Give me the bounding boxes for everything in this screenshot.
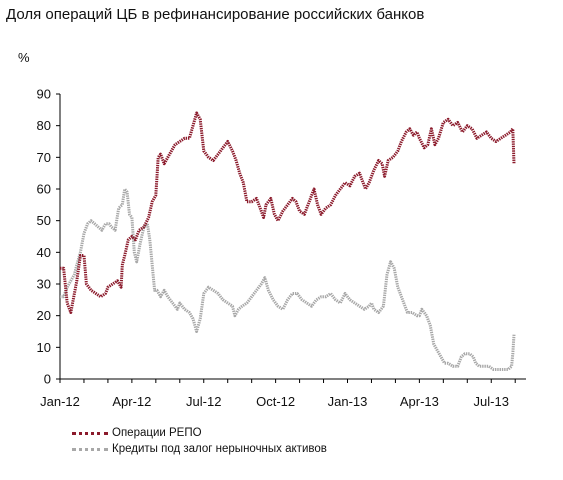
legend-item-repo: Операции РЕПО	[72, 425, 327, 441]
x-tick-label: Jul-13	[474, 394, 509, 409]
series-group	[60, 111, 516, 371]
y-tick-label: 80	[37, 118, 51, 133]
legend-label-repo: Операции РЕПО	[112, 427, 202, 439]
y-tick-label: 70	[37, 150, 51, 165]
y-tick-label: 0	[44, 372, 51, 387]
x-tick-label: Apr-13	[400, 394, 439, 409]
y-tick-label: 90	[37, 87, 51, 102]
tick-labels: 90 80 70 60 50 40 30 20 10 0 Jan-12 Apr-12 Jul-12 Oct…	[37, 87, 509, 410]
x-tick-label: Oct-12	[256, 394, 295, 409]
x-tick-label: Jul-12	[186, 394, 221, 409]
axes	[56, 93, 526, 383]
y-tick-label: 60	[37, 182, 51, 197]
y-axis-unit: %	[18, 50, 30, 65]
chart-title: Доля операций ЦБ в рефинансирование росс…	[6, 6, 425, 23]
y-tick-label: 10	[37, 340, 51, 355]
y-tick-label: 20	[37, 308, 51, 323]
legend: Операции РЕПО Кредиты под залог нерыночн…	[72, 425, 327, 457]
legend-swatch-nonmarket	[72, 447, 108, 451]
legend-swatch-repo	[72, 431, 108, 435]
y-tick-label: 30	[37, 277, 51, 292]
series-line-repo	[60, 111, 516, 314]
x-tick-label: Jan-12	[40, 394, 80, 409]
x-tick-label: Jan-13	[328, 394, 368, 409]
y-tick-label: 40	[37, 245, 51, 260]
series-line-nonmarket	[60, 187, 516, 371]
legend-label-nonmarket: Кредиты под залог нерыночных активов	[112, 443, 327, 455]
legend-item-nonmarket: Кредиты под залог нерыночных активов	[72, 441, 327, 457]
x-tick-label: Apr-12	[112, 394, 151, 409]
y-tick-label: 50	[37, 213, 51, 228]
